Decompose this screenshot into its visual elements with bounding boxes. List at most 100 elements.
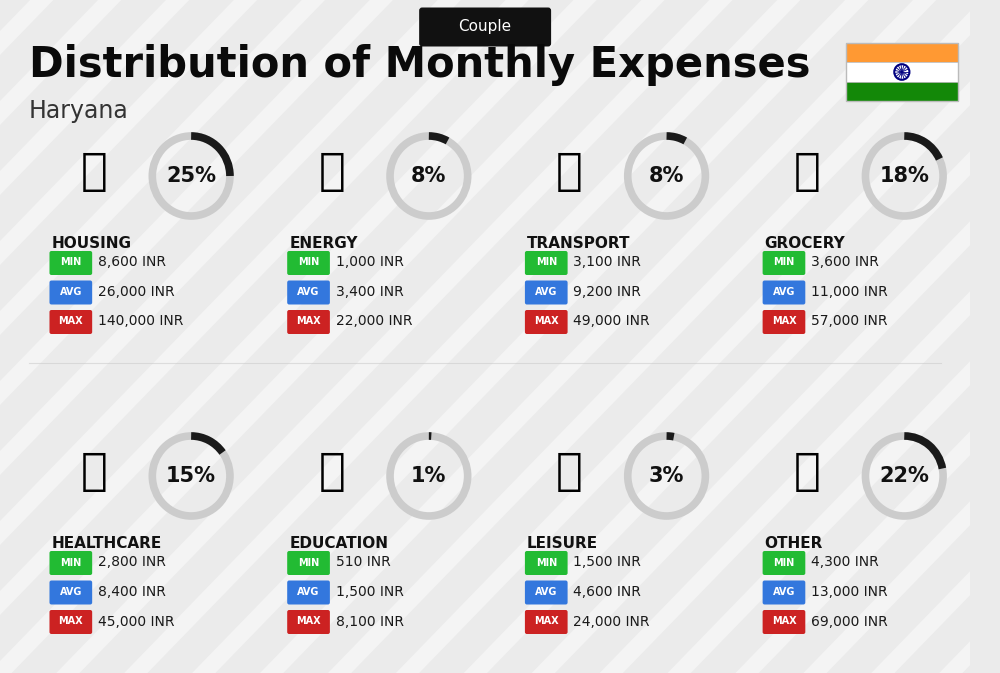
Text: 69,000 INR: 69,000 INR [811,614,888,629]
Text: 4,300 INR: 4,300 INR [811,555,879,569]
Text: AVG: AVG [297,287,320,297]
Text: MIN: MIN [60,258,81,267]
Text: MAX: MAX [296,316,321,326]
Text: 15%: 15% [166,466,216,486]
Text: 8,600 INR: 8,600 INR [98,256,166,269]
Text: LEISURE: LEISURE [527,536,598,551]
Text: 🏥: 🏥 [81,450,107,493]
FancyBboxPatch shape [763,281,805,304]
Text: Haryana: Haryana [29,99,129,123]
FancyBboxPatch shape [763,551,805,575]
Text: Distribution of Monthly Expenses: Distribution of Monthly Expenses [29,44,811,86]
Text: 22,000 INR: 22,000 INR [336,314,412,328]
Text: HOUSING: HOUSING [51,236,131,251]
FancyBboxPatch shape [525,581,568,604]
Text: 25%: 25% [166,166,216,186]
Text: 🛒: 🛒 [794,151,821,194]
Text: 4,600 INR: 4,600 INR [573,585,641,599]
Text: 1,000 INR: 1,000 INR [336,256,404,269]
FancyBboxPatch shape [287,610,330,634]
FancyBboxPatch shape [419,7,551,46]
Text: AVG: AVG [535,587,557,597]
Text: AVG: AVG [773,287,795,297]
Text: MIN: MIN [536,557,557,567]
FancyBboxPatch shape [846,81,958,101]
Text: 1%: 1% [411,466,447,486]
Text: MAX: MAX [534,616,559,627]
FancyBboxPatch shape [525,251,568,275]
FancyBboxPatch shape [287,551,330,575]
Text: OTHER: OTHER [765,536,823,551]
FancyBboxPatch shape [525,281,568,304]
Text: MIN: MIN [773,258,795,267]
FancyBboxPatch shape [287,251,330,275]
Text: 🛍: 🛍 [556,450,583,493]
Text: 18%: 18% [879,166,929,186]
Text: 8,400 INR: 8,400 INR [98,585,166,599]
Text: 🔌: 🔌 [318,151,345,194]
FancyBboxPatch shape [846,63,958,81]
Circle shape [901,71,903,73]
Text: 2,800 INR: 2,800 INR [98,555,166,569]
FancyBboxPatch shape [846,43,958,63]
Text: 8,100 INR: 8,100 INR [336,614,404,629]
Text: GROCERY: GROCERY [765,236,845,251]
Text: MIN: MIN [536,258,557,267]
Text: 8%: 8% [411,166,447,186]
Text: TRANSPORT: TRANSPORT [527,236,630,251]
Text: EDUCATION: EDUCATION [289,536,388,551]
Text: 3,100 INR: 3,100 INR [573,256,641,269]
Text: MAX: MAX [534,316,559,326]
Text: AVG: AVG [60,587,82,597]
Text: 3,600 INR: 3,600 INR [811,256,879,269]
Text: AVG: AVG [297,587,320,597]
FancyBboxPatch shape [49,310,92,334]
FancyBboxPatch shape [49,251,92,275]
Text: AVG: AVG [773,587,795,597]
Text: MAX: MAX [772,616,796,627]
FancyBboxPatch shape [49,581,92,604]
Text: MAX: MAX [59,616,83,627]
Text: 45,000 INR: 45,000 INR [98,614,174,629]
Text: MIN: MIN [60,557,81,567]
Text: AVG: AVG [535,287,557,297]
Text: 26,000 INR: 26,000 INR [98,285,175,299]
Text: 11,000 INR: 11,000 INR [811,285,888,299]
Text: 49,000 INR: 49,000 INR [573,314,650,328]
Text: 13,000 INR: 13,000 INR [811,585,888,599]
Text: 3%: 3% [649,466,684,486]
FancyBboxPatch shape [525,551,568,575]
Text: ENERGY: ENERGY [289,236,358,251]
FancyBboxPatch shape [49,551,92,575]
Text: 140,000 INR: 140,000 INR [98,314,183,328]
Text: MIN: MIN [298,557,319,567]
Text: MAX: MAX [59,316,83,326]
FancyBboxPatch shape [763,581,805,604]
Text: MAX: MAX [296,616,321,627]
Text: 57,000 INR: 57,000 INR [811,314,888,328]
Text: HEALTHCARE: HEALTHCARE [51,536,162,551]
FancyBboxPatch shape [525,610,568,634]
Text: 1,500 INR: 1,500 INR [336,585,404,599]
Text: 22%: 22% [879,466,929,486]
Text: 1,500 INR: 1,500 INR [573,555,641,569]
Text: 24,000 INR: 24,000 INR [573,614,650,629]
Text: 510 INR: 510 INR [336,555,390,569]
Text: Couple: Couple [459,19,512,34]
Text: 8%: 8% [649,166,684,186]
FancyBboxPatch shape [49,610,92,634]
FancyBboxPatch shape [287,581,330,604]
FancyBboxPatch shape [287,310,330,334]
Text: 💰: 💰 [794,450,821,493]
Text: 🎓: 🎓 [318,450,345,493]
Text: MIN: MIN [298,258,319,267]
FancyBboxPatch shape [763,251,805,275]
FancyBboxPatch shape [763,310,805,334]
Text: MIN: MIN [773,557,795,567]
Text: 🚌: 🚌 [556,151,583,194]
FancyBboxPatch shape [287,281,330,304]
Text: 3,400 INR: 3,400 INR [336,285,403,299]
FancyBboxPatch shape [763,610,805,634]
Text: MAX: MAX [772,316,796,326]
FancyBboxPatch shape [525,310,568,334]
